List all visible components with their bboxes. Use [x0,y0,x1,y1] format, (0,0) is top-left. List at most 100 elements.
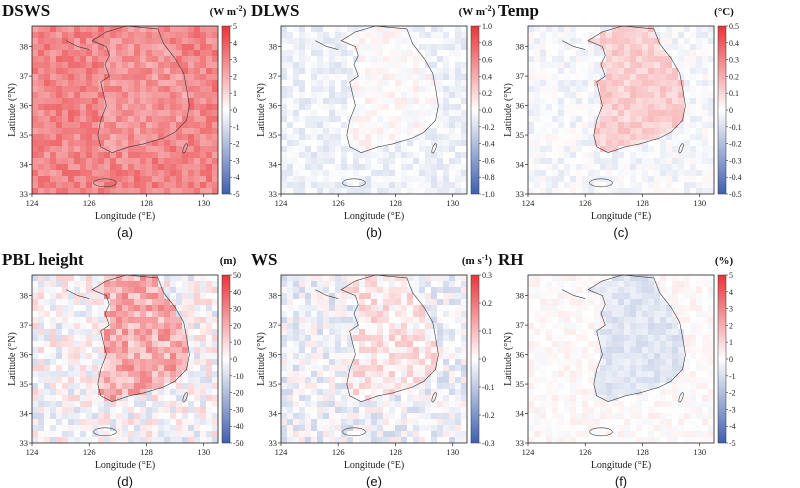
heatmap-cell [311,50,318,57]
heatmap-cell [449,68,456,75]
heatmap-cell [431,401,438,408]
heatmap-cell [618,146,625,153]
heatmap-cell [38,170,45,177]
heatmap-cell [431,98,438,105]
heatmap-cell [558,38,565,45]
heatmap-cell [612,128,619,135]
heatmap-cell [206,425,213,432]
heatmap-cell [618,62,625,69]
heatmap-cell [696,293,703,300]
heatmap-cell [38,347,45,354]
heatmap-cell [443,371,450,378]
heatmap-cell [158,56,165,63]
heatmap-cell [281,305,288,312]
heatmap-cell [281,353,288,360]
colorbar-tick-label: -30 [233,405,244,414]
heatmap-cell [702,116,709,123]
heatmap-cell [558,347,565,354]
heatmap-cell [359,98,366,105]
heatmap-cell [134,56,141,63]
heatmap-cell [116,56,123,63]
heatmap-cell [98,146,105,153]
heatmap-cell [80,431,87,438]
heatmap-cell [407,419,414,426]
heatmap-cell [206,353,213,360]
heatmap-cell [558,128,565,135]
heatmap-cell [104,50,111,57]
heatmap-cell [92,311,99,318]
heatmap-cell [576,92,583,99]
heatmap-cell [678,158,685,165]
heatmap-cell [74,170,81,177]
heatmap-cell [200,287,207,294]
heatmap-cell [329,38,336,45]
heatmap-cell [455,341,462,348]
heatmap-cell [540,56,547,63]
colorbar-tick-label: -0.2 [482,411,495,420]
heatmap-cell [347,188,354,194]
heatmap-cell [528,44,535,51]
heatmap-cell [407,311,414,318]
heatmap-cell [612,68,619,75]
heatmap-cell [528,122,535,129]
heatmap-cell [413,146,420,153]
heatmap-cell [606,26,613,33]
heatmap-cell [200,419,207,426]
heatmap-cell [104,86,111,93]
heatmap-cell [401,56,408,63]
heatmap-cell [128,365,135,372]
heatmap-cell [98,389,105,396]
heatmap-cell [305,413,312,420]
heatmap-cell [600,299,607,306]
heatmap-cell [98,26,105,33]
heatmap-cell [449,323,456,330]
heatmap-cell [630,146,637,153]
heatmap-cell [648,104,655,111]
heatmap-cell [68,395,75,402]
heatmap-cell [413,80,420,87]
heatmap-cell [335,164,342,171]
heatmap-cell [401,425,408,432]
heatmap-cell [80,389,87,396]
heatmap-cell [455,116,462,123]
heatmap-cell [407,164,414,171]
heatmap-cell [317,68,324,75]
heatmap-cell [182,341,189,348]
heatmap-cell [158,371,165,378]
heatmap-cell [636,122,643,129]
heatmap-cell [582,164,589,171]
heatmap-cell [68,431,75,438]
heatmap-cell [152,128,159,135]
heatmap-cell [401,80,408,87]
heatmap-cell [281,299,288,306]
heatmap-cell [636,275,643,282]
heatmap-cell [534,104,541,111]
heatmap-cell [122,281,129,288]
heatmap-cell [654,158,661,165]
heatmap-cell [80,329,87,336]
heatmap-cell [335,32,342,39]
heatmap-cell [293,128,300,135]
heatmap-cell [606,104,613,111]
heatmap-cell [648,293,655,300]
heatmap-cell [50,383,57,390]
heatmap-cell [624,176,631,183]
heatmap-cell [528,92,535,99]
heatmap-cell [38,275,45,282]
heatmap-cell [624,317,631,324]
heatmap-cell [200,152,207,159]
heatmap-cell [377,293,384,300]
heatmap-cell [122,395,129,402]
heatmap-cell [443,329,450,336]
heatmap-cell [212,359,218,366]
heatmap-cell [323,305,330,312]
heatmap-cell [341,437,348,443]
heatmap-cell [287,158,294,165]
heatmap-cell [92,110,99,117]
heatmap-cell [146,329,153,336]
heatmap-cell [534,146,541,153]
heatmap-cell [570,80,577,87]
heatmap-cell [56,413,63,420]
heatmap-cell [50,401,57,408]
heatmap-cell [104,140,111,147]
